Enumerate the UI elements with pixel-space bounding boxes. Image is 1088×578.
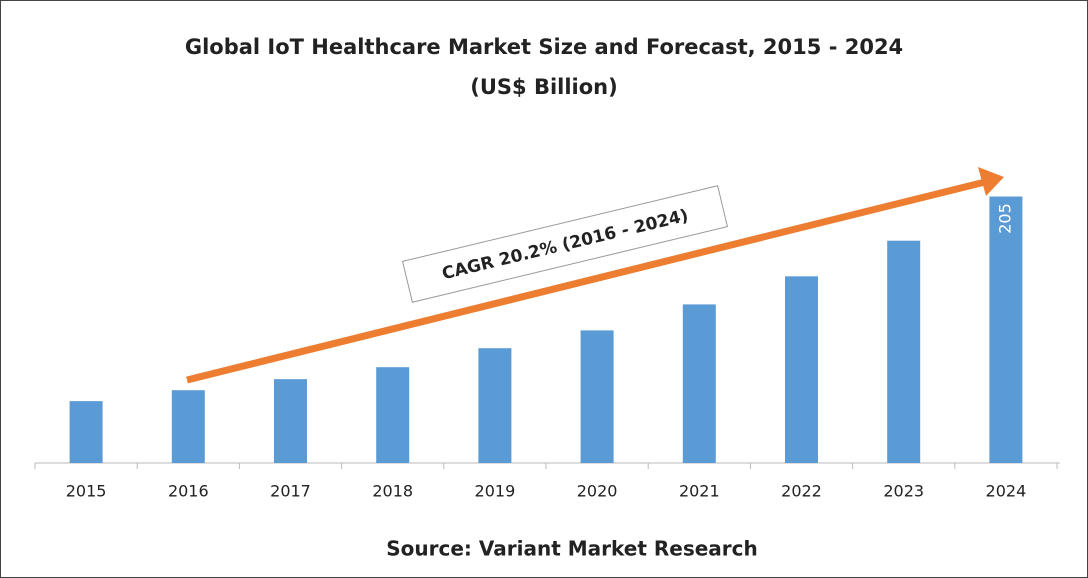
x-tick-label: 2023 (883, 482, 924, 501)
bar (682, 304, 716, 463)
bar (69, 401, 103, 463)
bar (274, 379, 307, 463)
x-tick-label: 2024 (986, 482, 1027, 501)
bar (785, 276, 818, 463)
chart-title: Global IoT Healthcare Market Size and Fo… (185, 35, 903, 59)
x-tick-label: 2015 (66, 482, 107, 501)
trend-arrow-head (978, 167, 1004, 196)
x-tick-label: 2020 (577, 482, 618, 501)
chart-subtitle: (US$ Billion) (470, 75, 617, 99)
x-tick-label: 2022 (781, 482, 822, 501)
bar (989, 196, 1023, 463)
bar (887, 240, 921, 463)
bar (478, 348, 512, 463)
bar (376, 367, 410, 463)
annotation-frame (401, 185, 729, 303)
value-label: 205 (995, 203, 1014, 234)
x-tick-label: 2021 (679, 482, 720, 501)
trend-arrow (186, 178, 986, 384)
bar (580, 330, 614, 463)
source: Source: Variant Market Research (386, 537, 757, 561)
x-tick-label: 2016 (168, 482, 209, 501)
x-tick-label: 2017 (270, 482, 311, 501)
x-tick-label: 2018 (372, 482, 413, 501)
x-tick-label: 2019 (475, 482, 516, 501)
bar (171, 390, 205, 463)
